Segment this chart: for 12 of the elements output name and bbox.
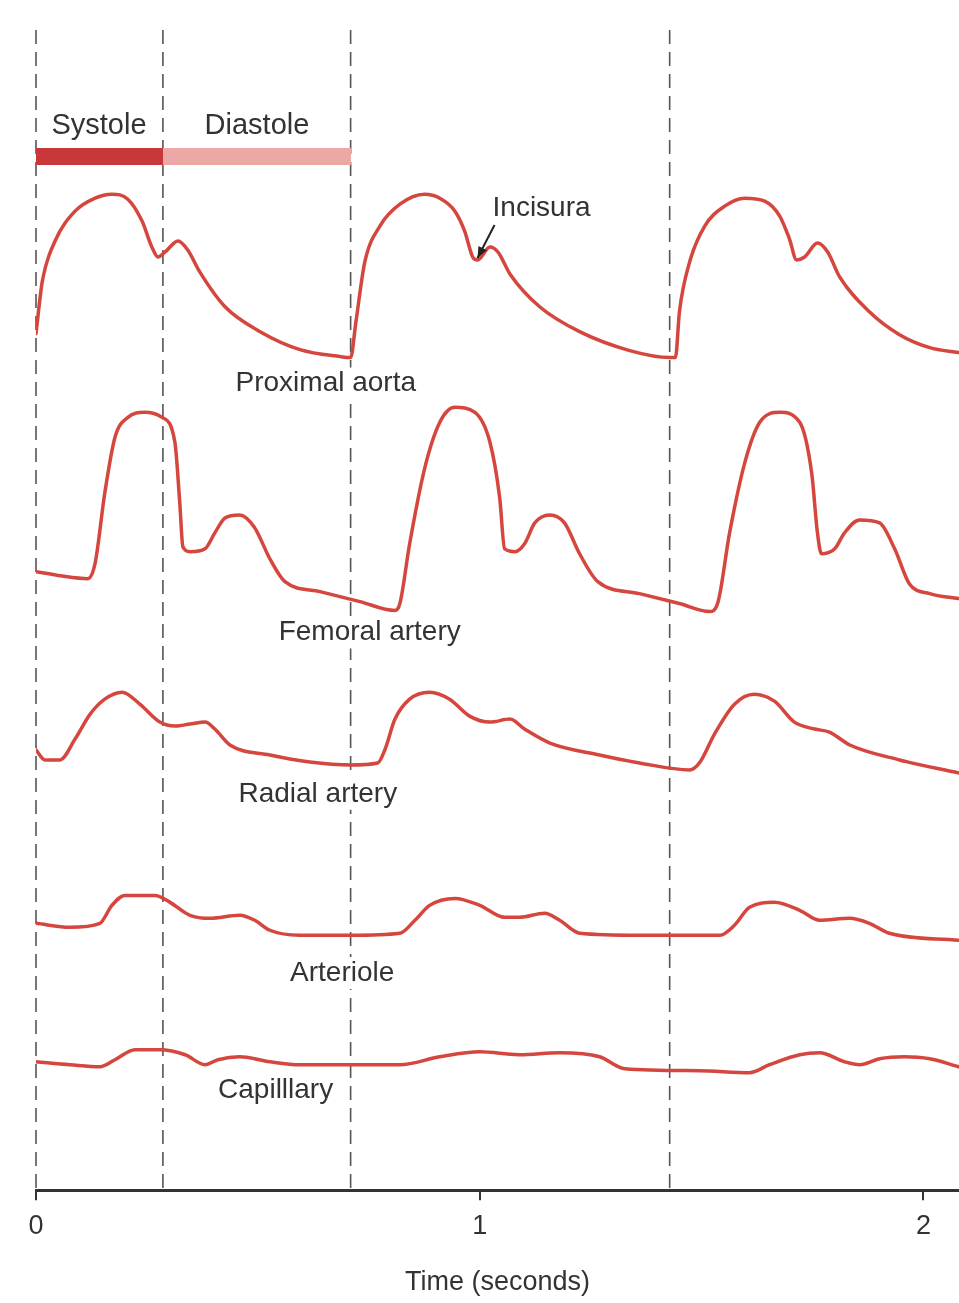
text: Systole — [51, 108, 147, 140]
series-label: Arteriole — [290, 955, 395, 987]
x-tick-label: 1 — [472, 1209, 488, 1240]
text: Diastole — [204, 108, 310, 140]
series-label: Capilllary — [218, 1073, 334, 1105]
series-label: Femoral artery — [278, 615, 461, 647]
annotation: Incisura — [492, 190, 591, 222]
x-tick-label: 0 — [28, 1209, 44, 1240]
x-tick-label: 2 — [915, 1209, 932, 1240]
x-axis-title: Time (seconds) — [404, 1266, 591, 1297]
series-label: Proximal aorta — [235, 366, 417, 398]
series-label: Radial artery — [238, 776, 398, 808]
